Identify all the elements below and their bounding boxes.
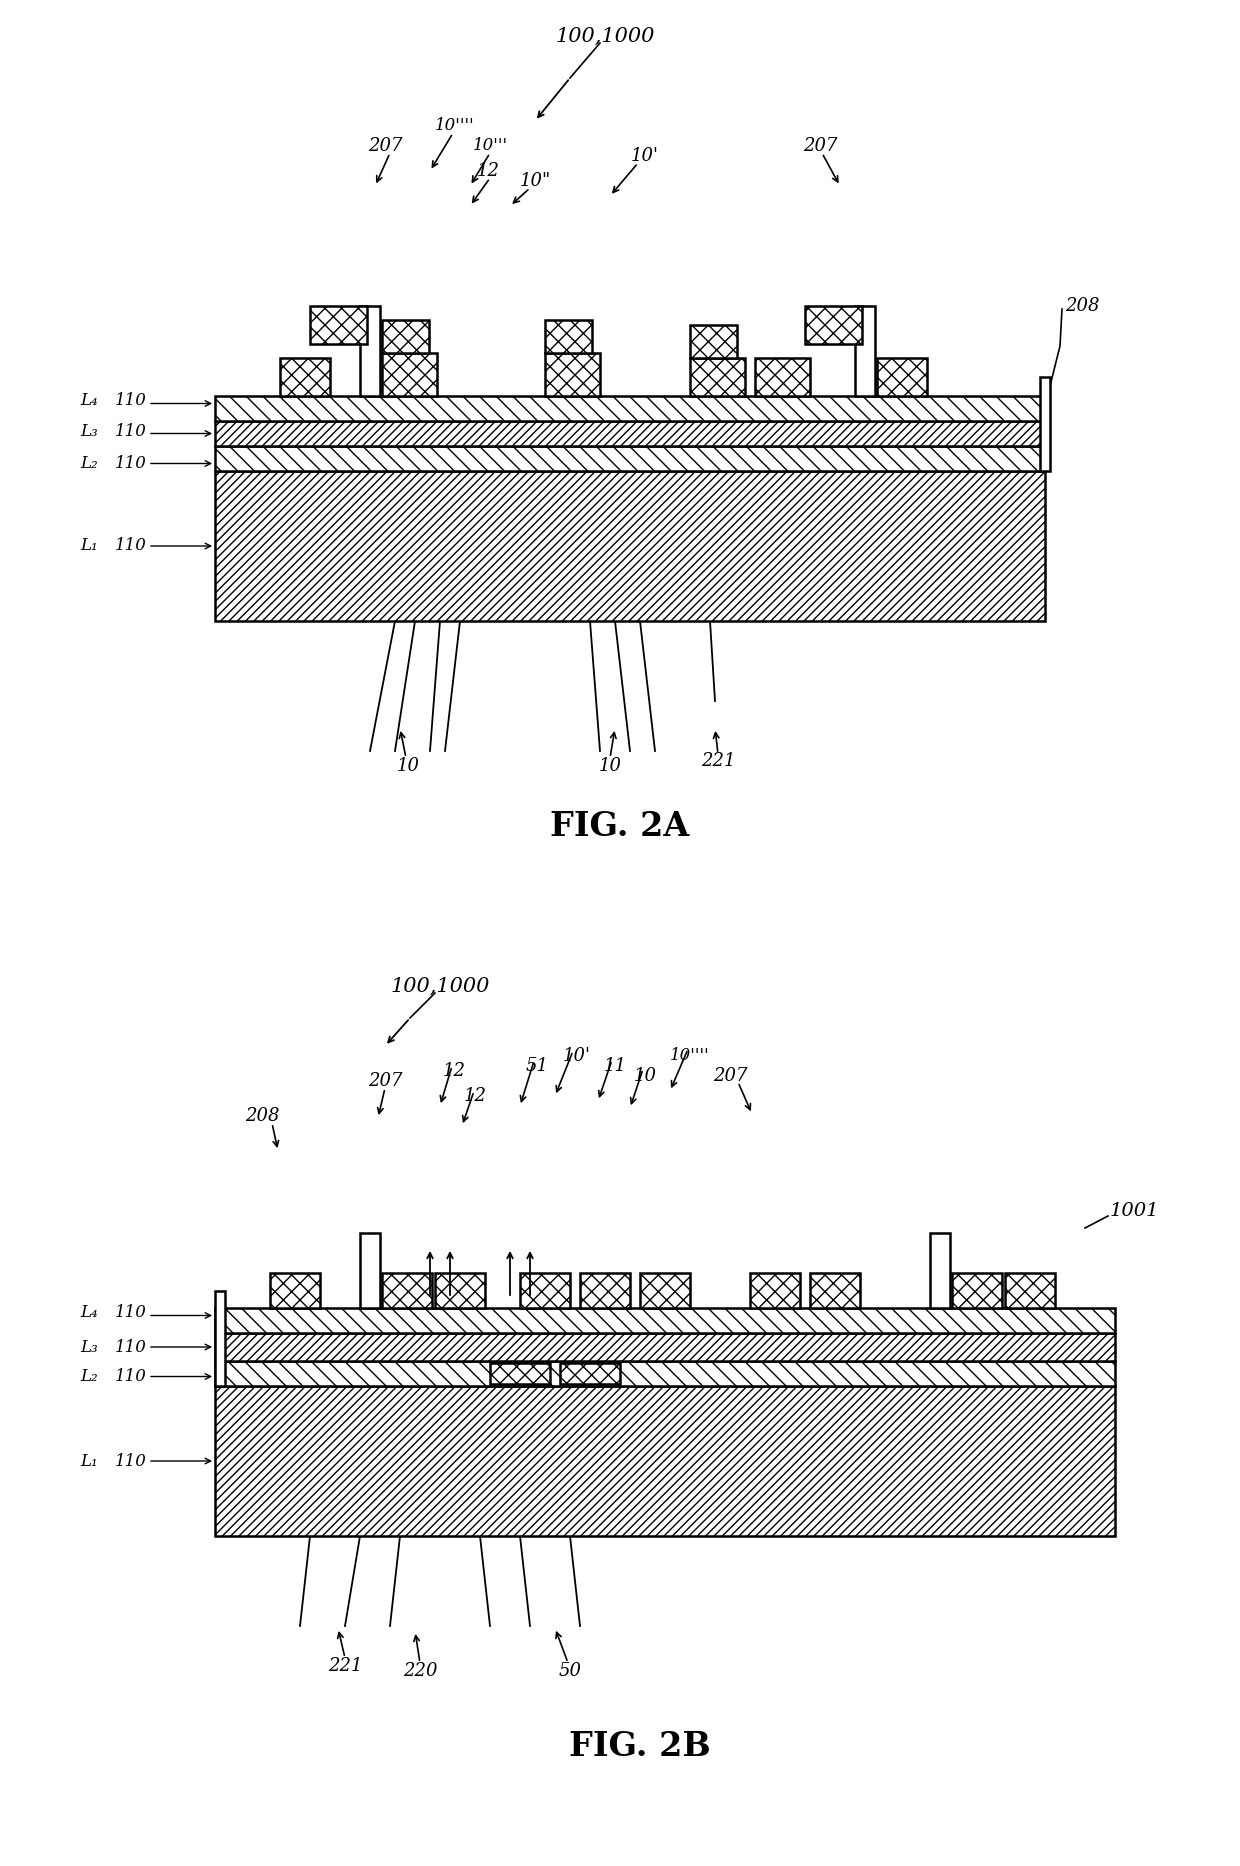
Text: 10: 10 [634, 1067, 656, 1084]
Text: L₁: L₁ [81, 537, 98, 554]
Text: 110: 110 [115, 1368, 146, 1385]
Bar [280, 358, 330, 396]
Bar [560, 1362, 620, 1385]
Bar [1040, 377, 1050, 470]
Bar [755, 358, 810, 396]
Text: 50: 50 [558, 1663, 582, 1679]
Bar [215, 1360, 1115, 1386]
Text: 10': 10' [631, 147, 658, 164]
Bar [382, 353, 436, 396]
Bar [215, 1386, 1115, 1536]
Text: 207: 207 [802, 136, 837, 155]
Text: L₂: L₂ [81, 1368, 98, 1385]
Text: L₂: L₂ [81, 455, 98, 472]
Bar [640, 1273, 689, 1308]
Text: 110: 110 [115, 392, 146, 409]
Bar [877, 358, 928, 396]
Text: 207: 207 [368, 136, 402, 155]
Bar [215, 1308, 1115, 1332]
Bar [435, 1273, 485, 1308]
Bar [856, 306, 875, 396]
Text: 12: 12 [464, 1088, 486, 1105]
Text: 208: 208 [244, 1107, 279, 1125]
Text: 12: 12 [443, 1062, 465, 1080]
Text: L₃: L₃ [81, 424, 98, 440]
Text: 11: 11 [604, 1056, 626, 1075]
Bar [215, 1332, 1115, 1360]
Bar [805, 306, 862, 343]
Text: 10": 10" [520, 172, 551, 190]
Text: 220: 220 [403, 1663, 438, 1679]
Bar [952, 1273, 1002, 1308]
Bar [520, 1273, 570, 1308]
Bar [215, 422, 1045, 446]
Bar [546, 353, 600, 396]
Bar [215, 446, 1045, 470]
Bar [930, 1233, 950, 1308]
Text: L₄: L₄ [81, 1304, 98, 1321]
Text: 110: 110 [115, 1452, 146, 1470]
Bar [310, 306, 367, 343]
Bar [1004, 1273, 1055, 1308]
Bar [546, 319, 591, 353]
Text: 221: 221 [327, 1657, 362, 1676]
Text: 208: 208 [1065, 297, 1100, 315]
Text: 110: 110 [115, 424, 146, 440]
Text: 10''': 10''' [472, 138, 507, 155]
Text: 207: 207 [713, 1067, 748, 1084]
Bar [580, 1273, 630, 1308]
Bar [360, 1233, 379, 1308]
Text: 110: 110 [115, 455, 146, 472]
Bar [215, 470, 1045, 621]
Text: 207: 207 [368, 1071, 402, 1090]
Text: 110: 110 [115, 1304, 146, 1321]
Text: 12: 12 [476, 162, 500, 179]
Text: 10': 10' [563, 1047, 591, 1065]
Bar [490, 1362, 551, 1385]
Bar [215, 1291, 224, 1386]
Text: 221: 221 [701, 752, 735, 771]
Text: 10'''': 10'''' [670, 1047, 709, 1064]
Text: 100,1000: 100,1000 [391, 976, 490, 995]
Text: 1001: 1001 [1110, 1202, 1159, 1220]
Text: 110: 110 [115, 537, 146, 554]
Text: 10: 10 [599, 758, 621, 774]
Text: L₄: L₄ [81, 392, 98, 409]
Text: L₃: L₃ [81, 1338, 98, 1355]
Bar [215, 396, 1045, 422]
Bar [810, 1273, 861, 1308]
Text: 10: 10 [397, 758, 419, 774]
Bar [689, 358, 745, 396]
Bar [382, 1273, 432, 1308]
Text: FIG. 2A: FIG. 2A [551, 810, 689, 843]
Text: FIG. 2B: FIG. 2B [569, 1730, 711, 1763]
Bar [689, 325, 737, 358]
Text: 10'''': 10'''' [435, 118, 475, 134]
Bar [270, 1273, 320, 1308]
Text: 51: 51 [526, 1056, 548, 1075]
Bar [750, 1273, 800, 1308]
Bar [360, 306, 379, 396]
Bar [382, 319, 429, 353]
Text: L₁: L₁ [81, 1452, 98, 1470]
Text: 100,1000: 100,1000 [556, 26, 655, 45]
Text: 110: 110 [115, 1338, 146, 1355]
